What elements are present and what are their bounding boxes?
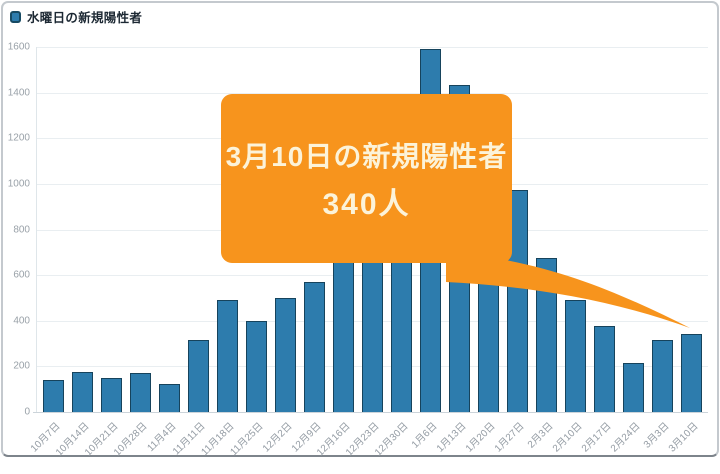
y-axis-tick-1600: 1600 [7, 41, 30, 53]
bar-11月18日[interactable] [217, 300, 238, 412]
bar-12月2日[interactable] [275, 298, 296, 412]
tooltip-value: 340人 [322, 187, 411, 221]
bar-10月21日[interactable] [101, 378, 122, 412]
bar-10月14日[interactable] [72, 372, 93, 412]
y-axis-tick-600: 600 [13, 269, 30, 281]
y-axis-tick-800: 800 [13, 224, 30, 235]
gridline-1600 [36, 47, 708, 48]
bar-12月23日[interactable] [362, 241, 383, 412]
legend-swatch-icon [10, 10, 21, 23]
x-axis-line [33, 412, 708, 413]
bar-2月17日[interactable] [594, 326, 615, 412]
bar-11月4日[interactable] [159, 384, 180, 412]
y-axis-tick-200: 200 [13, 360, 30, 372]
bar-3月10日[interactable] [681, 334, 702, 412]
bar-2月24日[interactable] [623, 363, 644, 412]
y-axis-tick-400: 400 [13, 315, 30, 327]
legend[interactable]: 水曜日の新規陽性者 [10, 7, 142, 26]
y-axis-line [36, 47, 37, 412]
bar-10月7日[interactable] [43, 380, 64, 412]
bar-3月3日[interactable] [652, 340, 673, 412]
y-axis-tick-1200: 1200 [7, 132, 30, 144]
bar-12月16日[interactable] [333, 257, 354, 412]
y-axis-tick-0: 0 [24, 406, 30, 418]
tooltip-title: 3月10日の新規陽性者 [225, 140, 508, 172]
bar-2月3日[interactable] [536, 258, 557, 412]
bar-11月25日[interactable] [246, 321, 267, 412]
bar-chart: 0 200 400 600 800 1000 1200 1400 1600 10月7日 10月14日… [7, 41, 708, 458]
y-axis-tick-1400: 1400 [7, 87, 30, 99]
bar-11月11日[interactable] [188, 340, 209, 412]
bar-10月28日[interactable] [130, 373, 151, 412]
bar-12月9日[interactable] [304, 282, 325, 412]
tooltip-callout: 3月10日の新規陽性者 340人 [221, 94, 512, 263]
y-axis-tick-1000: 1000 [7, 178, 30, 190]
gridline-1400 [36, 92, 708, 94]
legend-label: 水曜日の新規陽性者 [27, 11, 143, 25]
bar-2月10日[interactable] [565, 300, 586, 412]
